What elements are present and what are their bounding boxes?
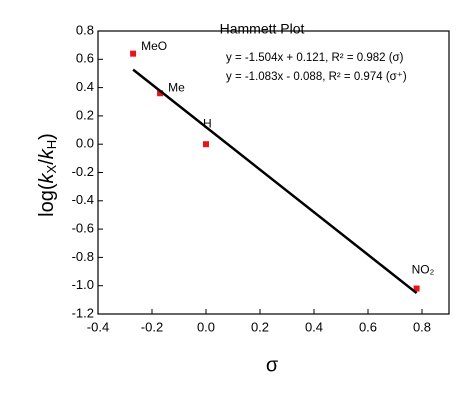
y-tick-label: -1.2 — [72, 305, 94, 320]
y-label-part: k — [36, 148, 58, 159]
data-point — [157, 90, 164, 97]
data-point — [130, 50, 137, 57]
x-tick-label: -0.4 — [87, 319, 109, 334]
y-label-part: X — [44, 164, 59, 173]
y-tick-label: 0.4 — [76, 79, 94, 94]
x-axis-label: σ — [266, 354, 279, 376]
point-label: Me — [168, 80, 185, 94]
y-label-part: log( — [36, 183, 58, 217]
x-tick-label: 0.6 — [359, 319, 377, 334]
x-tick-label: 0.2 — [251, 319, 269, 334]
y-tick-label: -0.8 — [72, 249, 94, 264]
annotation: y = -1.504x + 0.121, R² = 0.982 (σ) — [226, 52, 404, 64]
chart-title: Hammett Plot — [220, 21, 305, 37]
annotation: y = -1.083x - 0.088, R² = 0.974 (σ⁺) — [226, 71, 407, 83]
y-tick-label: 0.6 — [76, 51, 94, 66]
fit-line — [132, 68, 418, 295]
point-label: MeO — [141, 39, 167, 53]
x-tick-label: 0.4 — [305, 319, 323, 334]
x-tick-label: 0.0 — [197, 319, 215, 334]
point-label: H — [203, 116, 212, 130]
y-label-part: H — [44, 140, 59, 149]
y-label-part: k — [36, 172, 58, 183]
x-tick-label: -0.2 — [141, 319, 163, 334]
data-point — [203, 141, 209, 148]
y-tick-label: 0.2 — [76, 107, 94, 122]
y-tick-label: -0.4 — [72, 192, 94, 207]
y-axis-label: log(kX/kH) — [36, 133, 59, 217]
point-label: NO₂ — [412, 263, 435, 277]
data-point — [413, 285, 420, 292]
y-label-part: ) — [36, 133, 58, 140]
y-tick-label: -0.2 — [72, 164, 94, 179]
y-tick-label: 0.8 — [76, 22, 94, 37]
x-tick-label: 0.8 — [413, 319, 431, 334]
y-tick-label: -1.0 — [72, 277, 94, 292]
y-tick-label: 0.0 — [76, 136, 94, 151]
y-label-part: / — [36, 159, 58, 165]
y-tick-label: -0.6 — [72, 221, 94, 236]
